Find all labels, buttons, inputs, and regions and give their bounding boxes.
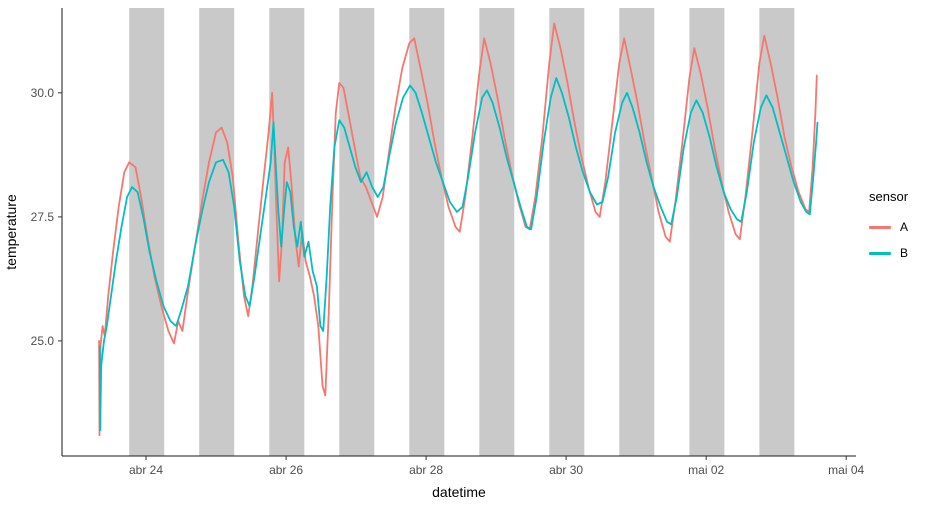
legend-key-a-line-swatch xyxy=(869,225,891,229)
x-axis-title: datetime xyxy=(432,484,486,500)
legend-entry-b: B xyxy=(869,240,908,266)
legend-key-b-line-swatch xyxy=(869,251,891,255)
legend-label-b: B xyxy=(900,246,909,260)
y-tick-label: 27.5 xyxy=(31,210,55,224)
x-tick-label: abr 24 xyxy=(129,463,163,477)
y-tick-label: 25.0 xyxy=(31,334,55,348)
shaded-band xyxy=(619,8,655,456)
shaded-band xyxy=(339,8,375,456)
legend: sensor A B xyxy=(869,189,908,266)
shaded-band xyxy=(759,8,795,456)
series-line-a xyxy=(98,22,818,437)
shaded-band xyxy=(199,8,235,456)
y-tick-label: 30.0 xyxy=(31,86,55,100)
legend-title: sensor xyxy=(869,189,909,204)
shaded-band xyxy=(409,8,445,456)
legend-label-a: A xyxy=(900,220,909,234)
shaded-band xyxy=(479,8,515,456)
x-tick-label: mai 02 xyxy=(688,463,724,477)
series-line-b xyxy=(98,77,819,432)
x-tick-label: abr 26 xyxy=(269,463,303,477)
x-tick-label: mai 04 xyxy=(828,463,864,477)
shaded-band xyxy=(689,8,725,456)
x-tick-label: abr 30 xyxy=(549,463,583,477)
x-tick-label: abr 28 xyxy=(409,463,443,477)
legend-entry-a: A xyxy=(869,214,908,240)
y-axis-title: temperature xyxy=(3,194,19,270)
